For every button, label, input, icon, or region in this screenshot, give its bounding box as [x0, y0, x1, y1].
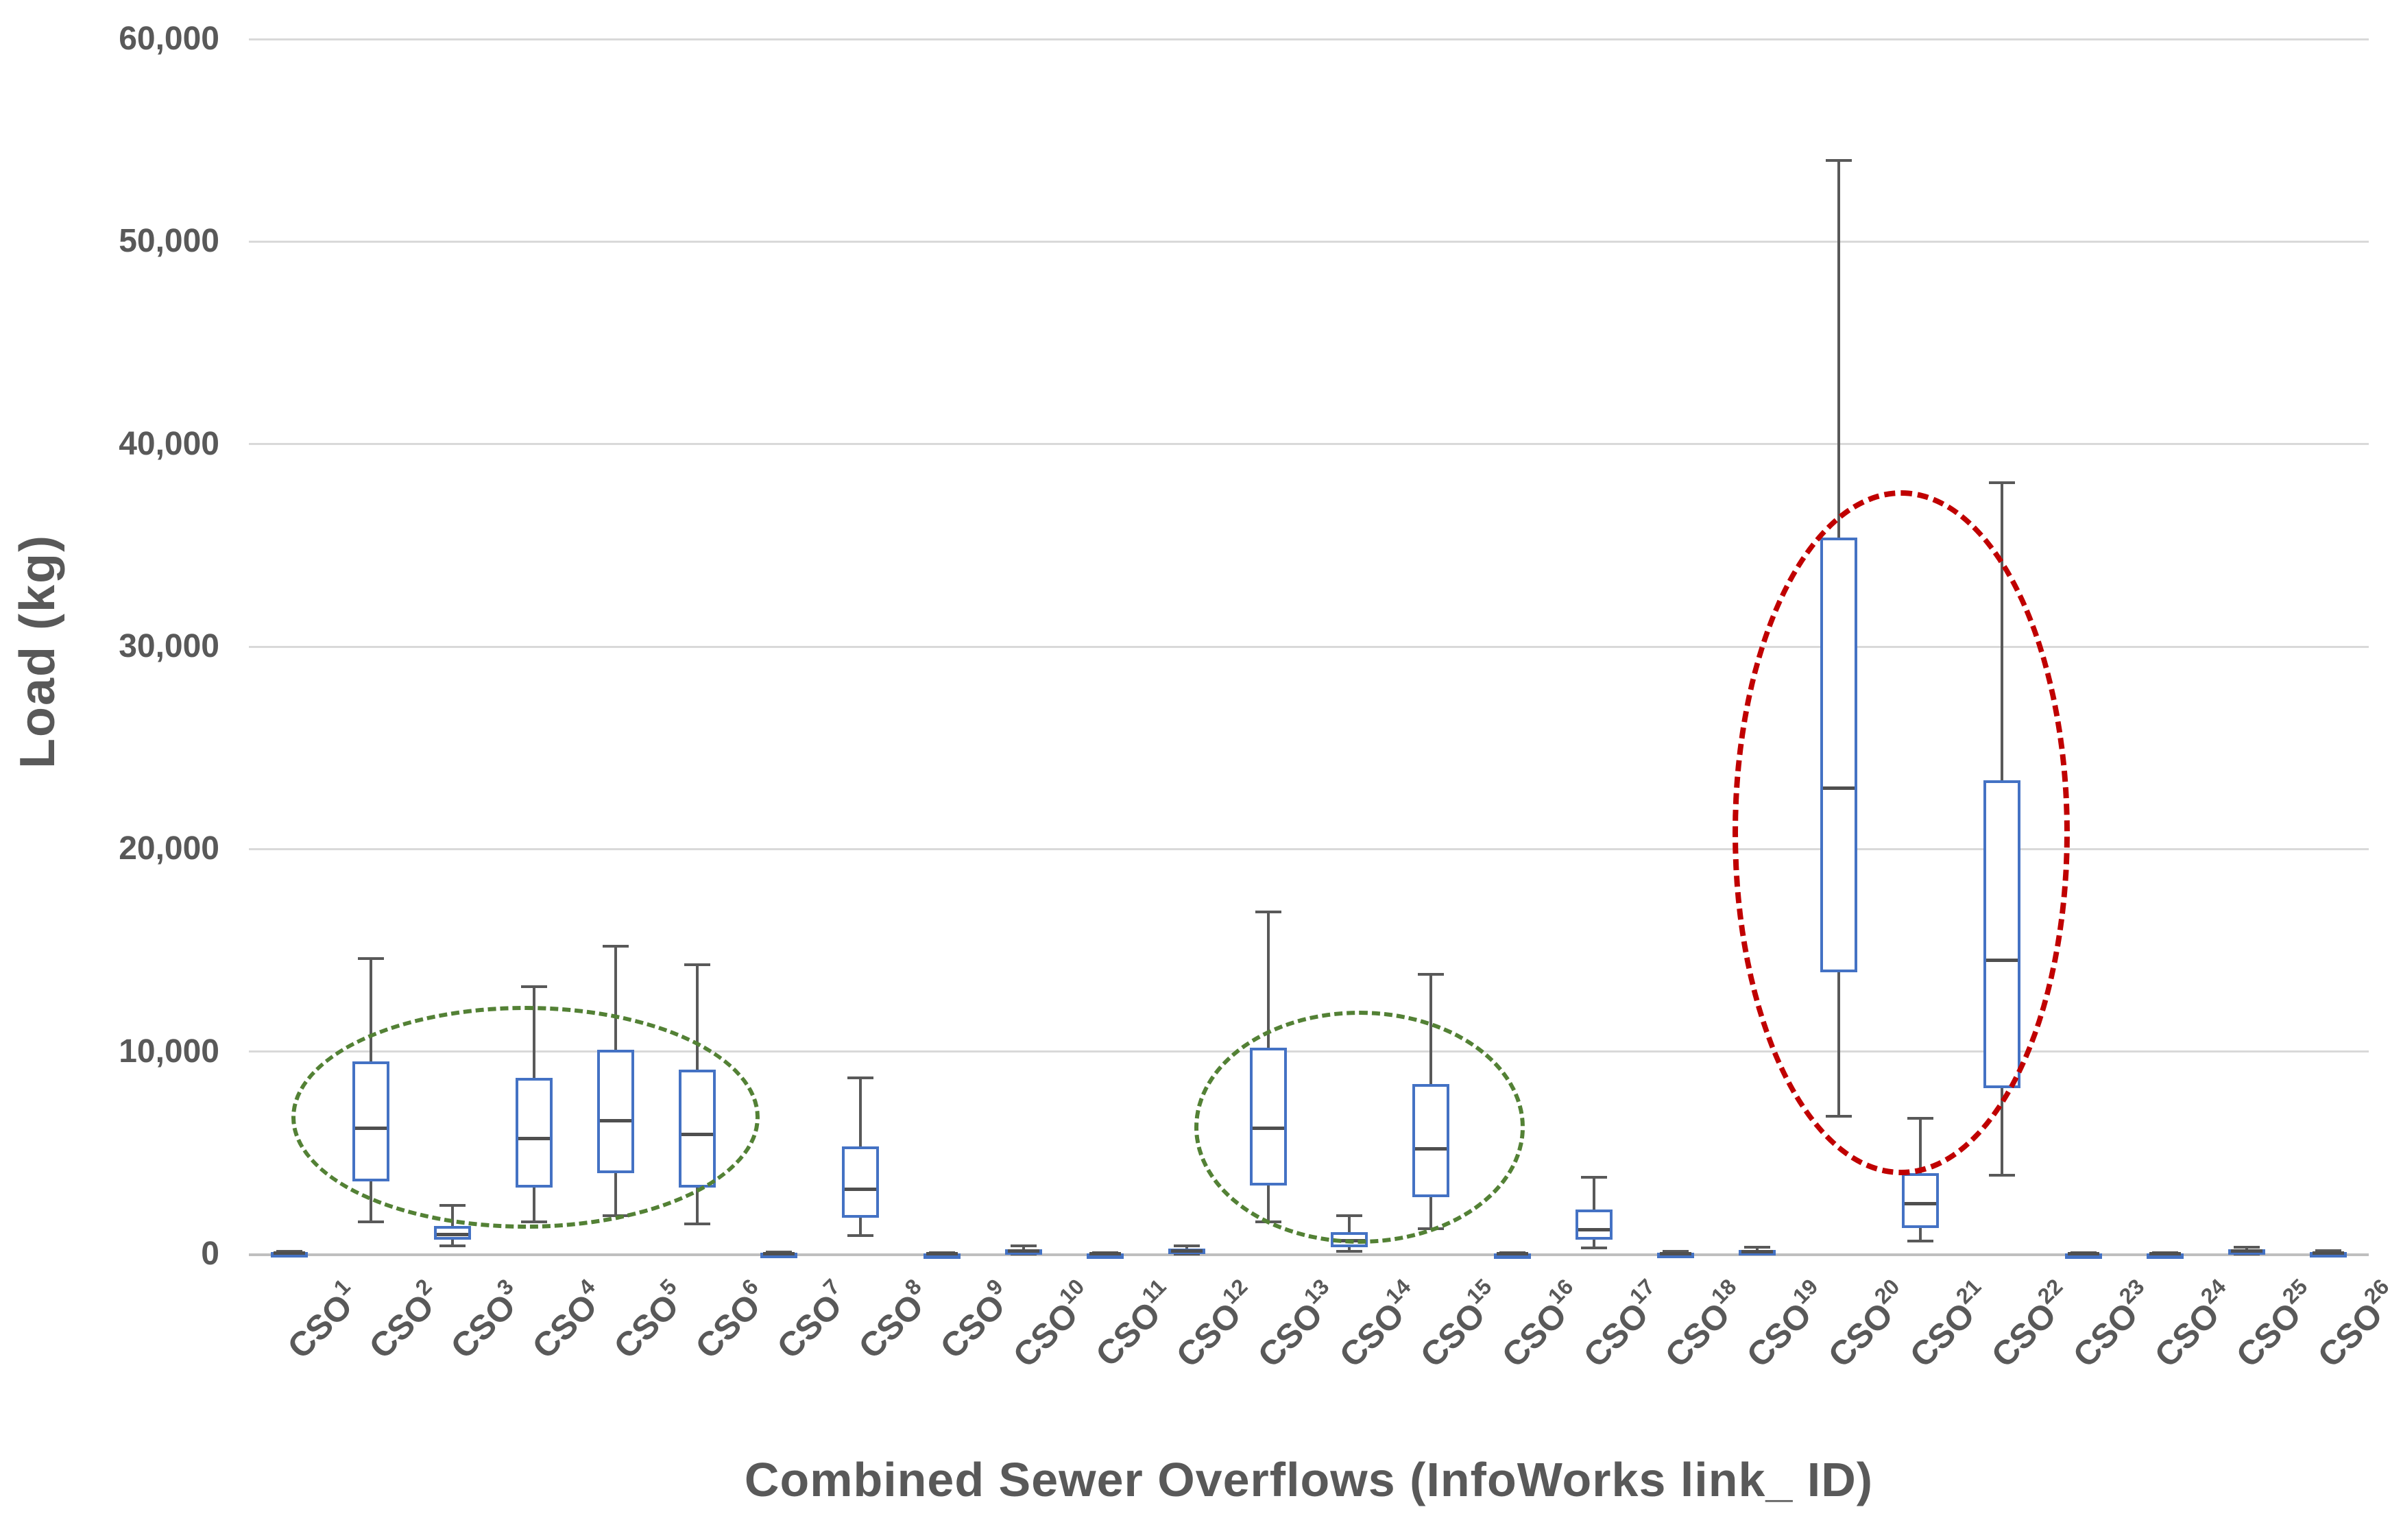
median-line — [2312, 1251, 2344, 1255]
y-tick-label: 50,000 — [119, 223, 219, 260]
x-tick-label: CSO17 — [1572, 1274, 1674, 1375]
x-tick-label: CSO11 — [1084, 1274, 1185, 1375]
whisker-cap-top — [1663, 1250, 1689, 1253]
x-tick-label: CSO21 — [1898, 1274, 2000, 1375]
whisker-cap-bottom — [1336, 1249, 1363, 1253]
whisker-cap-top — [1173, 1244, 1200, 1247]
y-tick-label: 10,000 — [119, 1033, 219, 1070]
median-line — [1089, 1251, 1121, 1255]
x-tick-label: CSO6 — [684, 1274, 777, 1367]
whisker-cap-bottom — [1907, 1239, 1933, 1242]
x-tick-label: CSO12 — [1165, 1274, 1266, 1375]
median-line — [1497, 1251, 1529, 1255]
whisker-cap-bottom — [358, 1220, 385, 1223]
whisker-cap-bottom — [684, 1222, 711, 1225]
whisker-cap-top — [847, 1076, 873, 1080]
median-line — [1578, 1228, 1610, 1232]
box — [1576, 1210, 1613, 1240]
x-tick-label: CSO18 — [1654, 1274, 1755, 1375]
whisker-cap-top — [1010, 1244, 1037, 1248]
x-tick-label: CSO22 — [1980, 1274, 2081, 1375]
x-tick-label: CSO23 — [2062, 1274, 2163, 1375]
median-line — [437, 1233, 469, 1237]
gridline-0 — [249, 1253, 2369, 1256]
x-tick-label-base: CSO — [280, 1286, 361, 1367]
gridline-60000 — [249, 38, 2369, 40]
x-tick-label: CSO14 — [1328, 1274, 1429, 1375]
y-tick-label: 60,000 — [119, 21, 219, 57]
whisker-cap-top — [1418, 973, 1445, 976]
x-tick-label: CSO15 — [1410, 1274, 1511, 1375]
y-tick-label: 30,000 — [119, 628, 219, 664]
x-tick-label: CSO9 — [929, 1274, 1022, 1367]
gridline-20000 — [249, 847, 2369, 850]
whisker-cap-top — [684, 963, 711, 966]
median-line — [2067, 1251, 2099, 1255]
x-tick-label-base: CSO — [524, 1286, 605, 1367]
whisker-cap-top — [2233, 1245, 2260, 1249]
box — [1901, 1172, 1939, 1228]
gridline-30000 — [249, 645, 2369, 648]
median-line — [2149, 1252, 2181, 1256]
whisker-cap-top — [1826, 159, 1852, 163]
whisker-cap-top — [521, 985, 548, 989]
x-tick-label: CSO26 — [2306, 1274, 2390, 1375]
x-tick-label: CSO7 — [766, 1274, 858, 1367]
gridline-50000 — [249, 240, 2369, 243]
y-axis-title: Load (kg) — [10, 534, 65, 769]
x-tick-label: CSO13 — [1246, 1274, 1348, 1375]
median-line — [274, 1251, 306, 1255]
whisker-cap-bottom — [439, 1244, 466, 1248]
median-line — [1660, 1251, 1692, 1255]
whisker-cap-top — [603, 945, 629, 948]
whisker-cap-bottom — [847, 1234, 873, 1238]
median-line — [1007, 1249, 1039, 1253]
x-tick-label: CSO16 — [1491, 1274, 1593, 1375]
whisker-cap-top — [276, 1249, 303, 1253]
gridline-40000 — [249, 443, 2369, 446]
whisker-cap-top — [2315, 1249, 2341, 1253]
x-tick-label: CSO2 — [358, 1274, 450, 1367]
x-tick-label: CSO5 — [603, 1274, 695, 1367]
x-tick-label: CSO20 — [1817, 1274, 1918, 1375]
x-tick-label: CSO4 — [521, 1274, 614, 1367]
median-line — [1741, 1249, 1774, 1253]
median-line — [1904, 1201, 1936, 1205]
group-cso13-cso15-ellipse — [1194, 1011, 1525, 1244]
x-tick-label: CSO10 — [1002, 1274, 1103, 1375]
x-tick-label: CSO19 — [1735, 1274, 1837, 1375]
y-tick-label: 20,000 — [119, 830, 219, 867]
median-line — [844, 1187, 876, 1191]
y-tick-label: 0 — [201, 1236, 219, 1272]
x-tick-label: CSO1 — [276, 1274, 369, 1367]
x-tick-label: CSO3 — [439, 1274, 532, 1367]
median-line — [1170, 1249, 1203, 1253]
median-line — [926, 1251, 958, 1255]
whisker-cap-bottom — [1581, 1247, 1608, 1250]
x-tick-label-base: CSO — [361, 1286, 442, 1367]
whisker-cap-top — [1744, 1245, 1771, 1249]
x-axis-title: Combined Sewer Overflows (InfoWorks link… — [744, 1453, 1874, 1506]
whisker-cap-top — [1988, 481, 2015, 484]
whisker-cap-top — [1581, 1175, 1608, 1179]
whisker-cap-top — [358, 957, 385, 960]
x-tick-label: CSO24 — [2143, 1274, 2245, 1375]
group-cso20-cso22-ellipse — [1733, 490, 2070, 1175]
x-tick-label-base: CSO — [443, 1286, 523, 1367]
x-tick-label: CSO25 — [2225, 1274, 2326, 1375]
group-cso2-cso6-ellipse — [291, 1006, 760, 1229]
whisker-cap-top — [1255, 910, 1281, 913]
median-line — [2230, 1249, 2262, 1253]
median-line — [763, 1251, 795, 1255]
whisker-cap-bottom — [1988, 1173, 2015, 1177]
y-tick-label: 40,000 — [119, 425, 219, 462]
x-tick-label: CSO8 — [847, 1274, 940, 1367]
box — [841, 1146, 879, 1218]
